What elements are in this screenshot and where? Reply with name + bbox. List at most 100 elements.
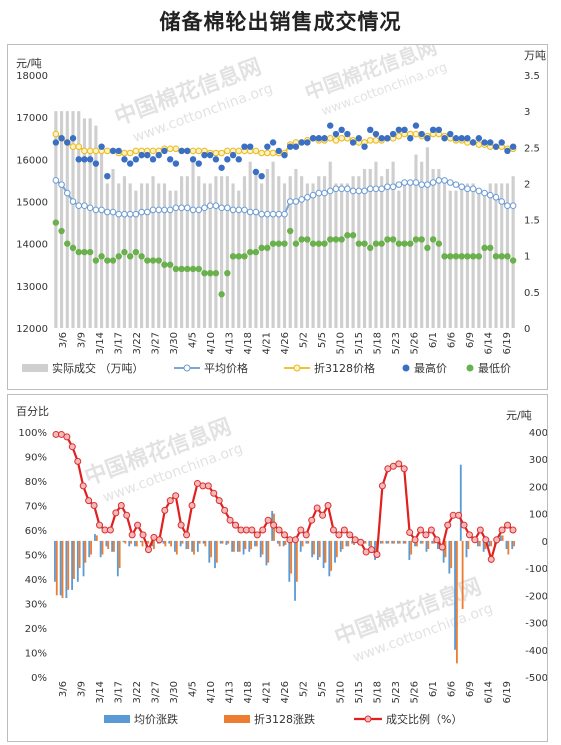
change-ratio-chart-panel: 百分比 元/吨 0% 10% 20% 30% 40% 50% 60% 70% 80% 90% 100% -… <box>7 394 548 742</box>
ratio-point <box>422 531 430 539</box>
max-price-point <box>355 135 363 142</box>
price-3128-point <box>212 149 220 157</box>
avg-price-point <box>138 208 145 216</box>
right-tick-label: 3 <box>524 107 530 118</box>
avg-price-point <box>224 204 231 212</box>
avg-price-point <box>292 198 300 205</box>
avg-price-point <box>446 179 454 186</box>
min-price-point <box>92 257 100 264</box>
avg-change-bar <box>282 540 285 547</box>
c3128-change-bar <box>118 540 121 569</box>
min-price-point <box>64 240 71 247</box>
min-price-point <box>412 236 420 243</box>
c3128-change-bar <box>490 540 493 547</box>
min-price-point <box>144 257 151 264</box>
right-tick-label: 1.5 <box>524 216 540 227</box>
c3128-change-bar <box>175 540 178 555</box>
avg-change-bar <box>368 540 371 547</box>
price-3128-point <box>338 134 345 142</box>
left-tick-label: 0% <box>31 673 47 684</box>
avg-price-point <box>115 210 123 218</box>
x-tick-label: 4/5 <box>187 332 198 348</box>
price-3128-point <box>126 149 134 157</box>
volume-bar <box>357 176 361 328</box>
avg-price-point <box>406 179 414 186</box>
volume-bar <box>288 176 292 328</box>
legend-max-marker <box>402 364 410 372</box>
legend-3128-label: 折3128价格 <box>314 361 375 375</box>
c3128-change-bar <box>210 540 213 558</box>
price-3128-point <box>252 147 260 155</box>
avg-price-point <box>155 206 163 214</box>
x-tick-label: 3/9 <box>76 332 87 348</box>
avg-price-point <box>452 181 460 188</box>
max-price-point <box>264 143 271 150</box>
c3128-change-bar <box>124 540 127 544</box>
price-3128-point <box>149 147 157 155</box>
avg-price-point <box>264 210 271 218</box>
max-price-point <box>212 156 220 163</box>
max-price-point <box>384 135 391 142</box>
price-3128-point <box>172 145 180 153</box>
min-price-point <box>258 244 265 252</box>
avg-price-point <box>81 202 88 210</box>
x-tick-label: 5/2 <box>299 681 310 697</box>
volume-bar <box>511 176 515 328</box>
x-tick-label: 4/18 <box>243 681 254 703</box>
max-price-point <box>258 173 265 180</box>
ratio-point <box>427 526 435 534</box>
avg-change-bar <box>134 540 136 547</box>
ratio-point <box>264 516 272 524</box>
ratio-point <box>319 511 327 519</box>
ratio-point <box>248 526 256 534</box>
c3128-change-bar <box>313 540 315 555</box>
legend-avg-marker <box>183 364 191 372</box>
avg-price-point <box>309 191 317 199</box>
avg-price-point <box>332 185 340 193</box>
c3128-change-bar <box>135 540 138 547</box>
c3128-change-bar <box>347 540 350 547</box>
max-price-point <box>492 143 500 150</box>
right-tick-label: 0 <box>524 324 530 335</box>
x-tick-label: 4/18 <box>243 332 254 354</box>
min-price-point <box>481 244 488 252</box>
volume-bar <box>425 147 429 328</box>
max-price-point <box>69 135 77 142</box>
price-3128-point <box>269 149 277 157</box>
avg-change-bar <box>59 540 62 596</box>
left-axis-unit: 元/吨 <box>16 57 42 70</box>
c3128-change-bar <box>341 540 344 550</box>
avg-price-point <box>281 210 288 218</box>
avg-change-bar <box>76 540 79 582</box>
c3128-change-bar <box>387 540 390 544</box>
max-price-point <box>298 139 305 146</box>
avg-price-point <box>475 187 483 195</box>
volume-bar <box>397 190 401 328</box>
x-tick-label: 6/6 <box>447 681 458 697</box>
legend-ratio-marker <box>364 715 372 723</box>
max-price-point <box>229 151 237 159</box>
volume-bar <box>328 161 332 328</box>
min-price-point <box>447 253 454 260</box>
x-tick-label: 4/13 <box>224 332 235 354</box>
avg-change-bar <box>305 540 308 544</box>
max-price-point <box>424 135 431 142</box>
price-3128-point <box>412 130 420 138</box>
avg-price-point <box>172 204 180 212</box>
avg-price-point <box>201 204 208 212</box>
max-price-point <box>121 156 128 163</box>
legend-volume-label: 实际成交 （万吨） <box>52 361 144 375</box>
min-price-point <box>321 240 328 247</box>
volume-bar <box>345 183 349 328</box>
volume-bar <box>134 190 138 328</box>
legend-avg-change-label: 均价涨跌 <box>134 712 178 726</box>
right-tick-label: 0.5 <box>524 288 540 299</box>
c3128-change-bar <box>101 540 104 555</box>
max-price-point <box>64 139 71 146</box>
avg-change-bar <box>162 540 165 544</box>
price-3128-point <box>75 143 83 150</box>
min-price-point <box>452 253 460 260</box>
max-price-point <box>184 147 191 155</box>
avg-change-bar <box>425 540 428 552</box>
